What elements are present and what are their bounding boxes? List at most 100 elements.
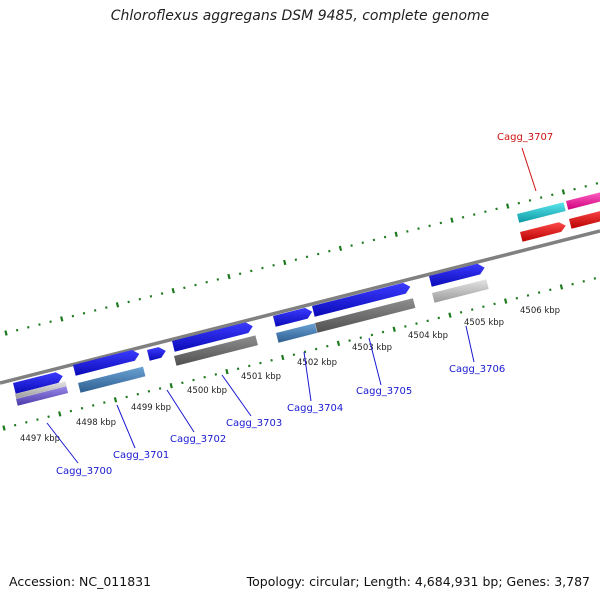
inner-row-minor-tick	[69, 409, 73, 413]
gene-next-forward	[566, 192, 600, 210]
cog-band-3704	[276, 323, 318, 343]
gene-label[interactable]: Cagg_3704	[287, 403, 343, 414]
outer-row-minor-tick	[484, 210, 487, 214]
gene-label[interactable]: Cagg_3706	[449, 364, 505, 375]
outer-row-minor-tick	[517, 201, 521, 205]
outer-row-minor-tick	[361, 241, 364, 245]
inner-row-major-tick	[225, 368, 229, 375]
inner-row-major-tick	[169, 382, 173, 389]
inner-row-minor-tick	[537, 291, 541, 294]
outer-row-major-tick	[60, 316, 64, 322]
genome-backbone	[0, 229, 600, 385]
tick-label: 4502 kbp	[297, 358, 337, 368]
outer-row-minor-tick	[272, 263, 275, 267]
inner-tick-row	[2, 277, 597, 431]
callout-line	[303, 351, 312, 402]
outer-row-major-tick	[561, 189, 566, 195]
inner-row-minor-tick	[471, 308, 474, 311]
inner-row-minor-tick	[326, 344, 329, 348]
callout-line	[166, 389, 195, 433]
gene-cagg-3706-forward	[429, 263, 485, 287]
gene-label[interactable]: Cagg_3701	[113, 450, 169, 461]
outer-row-major-tick	[283, 259, 287, 266]
inner-row-minor-tick	[47, 415, 50, 419]
outer-row-major-tick	[115, 302, 120, 308]
gene-cagg-3705-forward	[312, 282, 411, 317]
inner-row-minor-tick	[292, 353, 296, 356]
cog-band-3706	[432, 279, 489, 303]
inner-row-minor-tick	[80, 406, 84, 410]
gene-label[interactable]: Cagg_3702	[170, 434, 226, 445]
inner-row-minor-tick	[348, 339, 351, 342]
gene-label[interactable]: Cagg_3707	[497, 132, 553, 143]
inner-row-minor-tick	[571, 282, 574, 286]
outer-row-minor-tick	[439, 221, 443, 225]
outer-row-minor-tick	[573, 187, 576, 191]
outer-row-minor-tick	[149, 295, 153, 298]
outer-row-minor-tick	[127, 300, 130, 304]
cog-band-3705	[315, 298, 416, 333]
outer-row-minor-tick	[71, 314, 75, 318]
inner-row-minor-tick	[426, 319, 429, 323]
tick-label: 4506 kbp	[520, 306, 560, 316]
inner-row-minor-tick	[593, 277, 597, 280]
tick-label: 4501 kbp	[241, 372, 281, 382]
gene-cagg-3700-forward	[13, 372, 63, 394]
inner-row-major-tick	[504, 298, 508, 304]
gene-label[interactable]: Cagg_3700	[56, 466, 112, 477]
inner-row-minor-tick	[214, 373, 218, 376]
gene-features	[13, 192, 600, 406]
outer-row-major-tick	[450, 217, 454, 223]
outer-row-major-tick	[506, 203, 510, 209]
outer-row-minor-tick	[138, 297, 142, 301]
gene-label[interactable]: Cagg_3703	[226, 418, 282, 429]
outer-row-minor-tick	[417, 227, 420, 230]
inner-row-minor-tick	[147, 390, 151, 393]
outer-row-minor-tick	[294, 258, 298, 261]
outer-row-minor-tick	[539, 196, 543, 199]
outer-row-minor-tick	[328, 249, 331, 253]
gene-cagg-3702-forward	[147, 347, 166, 361]
outer-row-minor-tick	[584, 184, 587, 188]
inner-row-minor-tick	[259, 361, 262, 365]
inner-row-minor-tick	[36, 418, 39, 421]
inner-row-minor-tick	[370, 333, 374, 337]
tick-label: 4499 kbp	[131, 403, 171, 413]
inner-row-major-tick	[448, 312, 452, 318]
outer-row-minor-tick	[495, 207, 498, 211]
cog-band-3700b	[15, 381, 67, 399]
outer-row-minor-tick	[305, 255, 309, 259]
outer-row-minor-tick	[383, 235, 387, 239]
outer-row-minor-tick	[350, 244, 353, 247]
outer-row-major-tick	[171, 287, 175, 294]
tick-label: 4505 kbp	[464, 318, 504, 328]
tick-label: 4498 kbp	[76, 418, 116, 428]
outer-row-minor-tick	[473, 213, 476, 216]
callout-line	[46, 422, 79, 464]
tick-label: 4497 kbp	[20, 434, 60, 444]
callout-line	[465, 325, 475, 363]
outer-row-minor-tick	[183, 286, 186, 290]
outer-row-minor-tick	[105, 306, 108, 309]
outer-tick-row	[4, 182, 599, 336]
outer-row-minor-tick	[82, 311, 86, 315]
gene-cagg-3703-forward	[172, 322, 253, 352]
gene-label[interactable]: Cagg_3705	[356, 386, 412, 397]
cog-band-3701	[78, 366, 146, 393]
inner-row-minor-tick	[549, 288, 552, 292]
callout-line	[368, 337, 382, 386]
outer-row-major-tick	[4, 330, 8, 336]
outer-row-minor-tick	[38, 323, 41, 326]
gene-cagg-3704-forward	[273, 307, 313, 327]
inner-row-minor-tick	[526, 294, 530, 297]
inner-row-major-tick	[336, 340, 341, 347]
outer-row-minor-tick	[551, 193, 554, 197]
outer-row-minor-tick	[261, 266, 264, 270]
outer-row-minor-tick	[372, 238, 376, 242]
gene-cagg-3707-forward	[517, 202, 566, 223]
inner-row-minor-tick	[582, 279, 585, 283]
inner-row-minor-tick	[25, 421, 28, 424]
inner-row-major-tick	[58, 411, 62, 417]
